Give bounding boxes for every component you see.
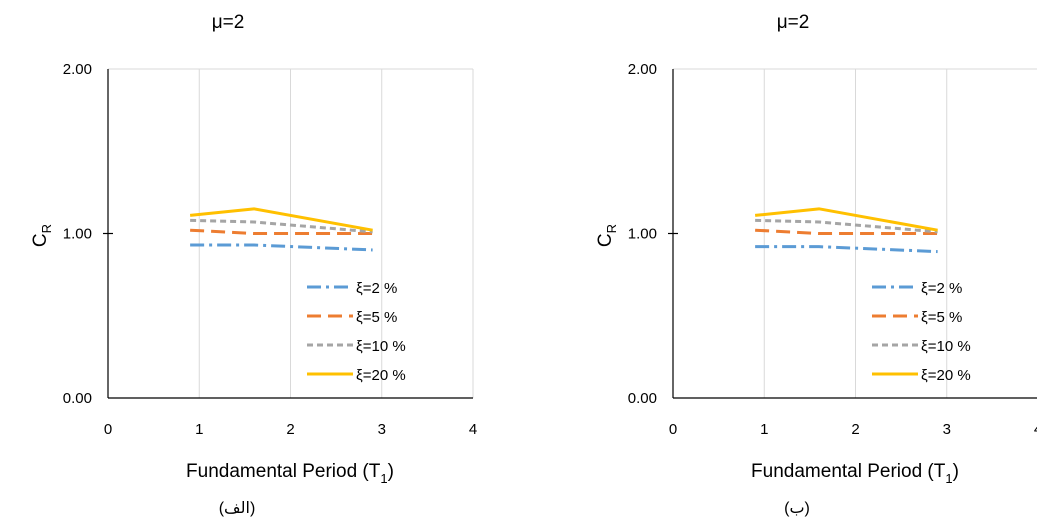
chart-1-x-tick-label: 1 bbox=[760, 421, 768, 438]
chart-1-x-tick-label: 0 bbox=[669, 421, 677, 438]
chart-1-title: μ=2 bbox=[777, 12, 810, 33]
chart-0-legend-label-1: ξ=5 % bbox=[356, 309, 397, 326]
chart-0-series-line-1 bbox=[190, 228, 373, 235]
chart-1-series-line-1 bbox=[755, 228, 938, 235]
chart-1-series-line-3 bbox=[754, 207, 938, 232]
chart-1-y-axis-label-main: C bbox=[595, 233, 616, 247]
chart-a: μ=2 0 1 2 3 4 0.00 1.00 2.00 Fundamental Period (… bbox=[30, 12, 477, 486]
chart-0-x-axis-label: Fundamental Period (T1) bbox=[186, 461, 394, 486]
chart-1-x-tick-label: 3 bbox=[943, 421, 951, 438]
caption-a: (الف) bbox=[218, 500, 256, 517]
chart-0-y-tick-label: 0.00 bbox=[63, 390, 92, 407]
chart-0-legend-label-0: ξ=2 % bbox=[356, 280, 397, 297]
chart-1-y-axis-label: CR bbox=[595, 224, 619, 247]
chart-0-x-tick-label: 4 bbox=[469, 421, 477, 438]
chart-0-y-tick-label: 2.00 bbox=[63, 61, 92, 78]
chart-0-x-tick-label: 3 bbox=[378, 421, 386, 438]
chart-0-x-axis-label-suffix: ) bbox=[388, 461, 394, 482]
chart-1-y-tick-label: 0.00 bbox=[628, 390, 657, 407]
chart-1-legend-label-3: ξ=20 % bbox=[921, 367, 971, 384]
chart-1-legend-label-0: ξ=2 % bbox=[921, 280, 962, 297]
chart-1-x-tick-label: 4 bbox=[1034, 421, 1037, 438]
chart-0-x-tick-label: 0 bbox=[104, 421, 112, 438]
chart-0-x-axis-label-subscript: 1 bbox=[380, 471, 387, 486]
chart-0-y-tick-label: 1.00 bbox=[63, 226, 92, 243]
chart-1-x-axis-label-suffix: ) bbox=[953, 461, 959, 482]
chart-0-y-axis-label-subscript: R bbox=[39, 224, 54, 233]
chart-0-x-tick-label: 2 bbox=[286, 421, 294, 438]
chart-1-series-line-0 bbox=[755, 245, 938, 254]
caption-b: (ب) bbox=[784, 500, 810, 517]
chart-0-legend-label-3: ξ=20 % bbox=[356, 367, 406, 384]
chart-0-series-line-0 bbox=[190, 243, 373, 252]
chart-0-title: μ=2 bbox=[212, 12, 245, 33]
chart-panel-a: μ=2 0 1 2 3 4 0.00 1.00 2.00 Fundamental Period (… bbox=[0, 0, 518, 522]
chart-0-legend-label-2: ξ=10 % bbox=[356, 338, 406, 355]
chart-1-y-tick-label: 2.00 bbox=[628, 61, 657, 78]
chart-b: μ=2 0 1 2 3 4 0.00 1.00 2.00 Fundamental Period (… bbox=[595, 12, 1037, 486]
chart-0-series-line-2 bbox=[190, 218, 373, 234]
chart-0-x-tick-label: 1 bbox=[195, 421, 203, 438]
chart-1-x-axis-label-main: Fundamental Period (T bbox=[751, 461, 946, 482]
chart-0-y-axis-label-main: C bbox=[30, 233, 51, 247]
chart-1-legend-label-2: ξ=10 % bbox=[921, 338, 971, 355]
chart-1-y-axis-label-subscript: R bbox=[604, 224, 619, 233]
chart-1-legend-label-1: ξ=5 % bbox=[921, 309, 962, 326]
chart-1-series-line-2 bbox=[755, 218, 938, 234]
chart-0-x-axis-label-main: Fundamental Period (T bbox=[186, 461, 381, 482]
chart-0-series-line-3 bbox=[189, 207, 373, 232]
chart-1-x-axis-label-subscript: 1 bbox=[945, 471, 952, 486]
chart-1-y-tick-label: 1.00 bbox=[628, 226, 657, 243]
chart-panel-b: μ=2 0 1 2 3 4 0.00 1.00 2.00 Fundamental Period (… bbox=[565, 0, 1037, 522]
chart-0-y-axis-label: CR bbox=[30, 224, 54, 247]
chart-1-x-axis-label: Fundamental Period (T1) bbox=[751, 461, 959, 486]
chart-1-x-tick-label: 2 bbox=[851, 421, 859, 438]
